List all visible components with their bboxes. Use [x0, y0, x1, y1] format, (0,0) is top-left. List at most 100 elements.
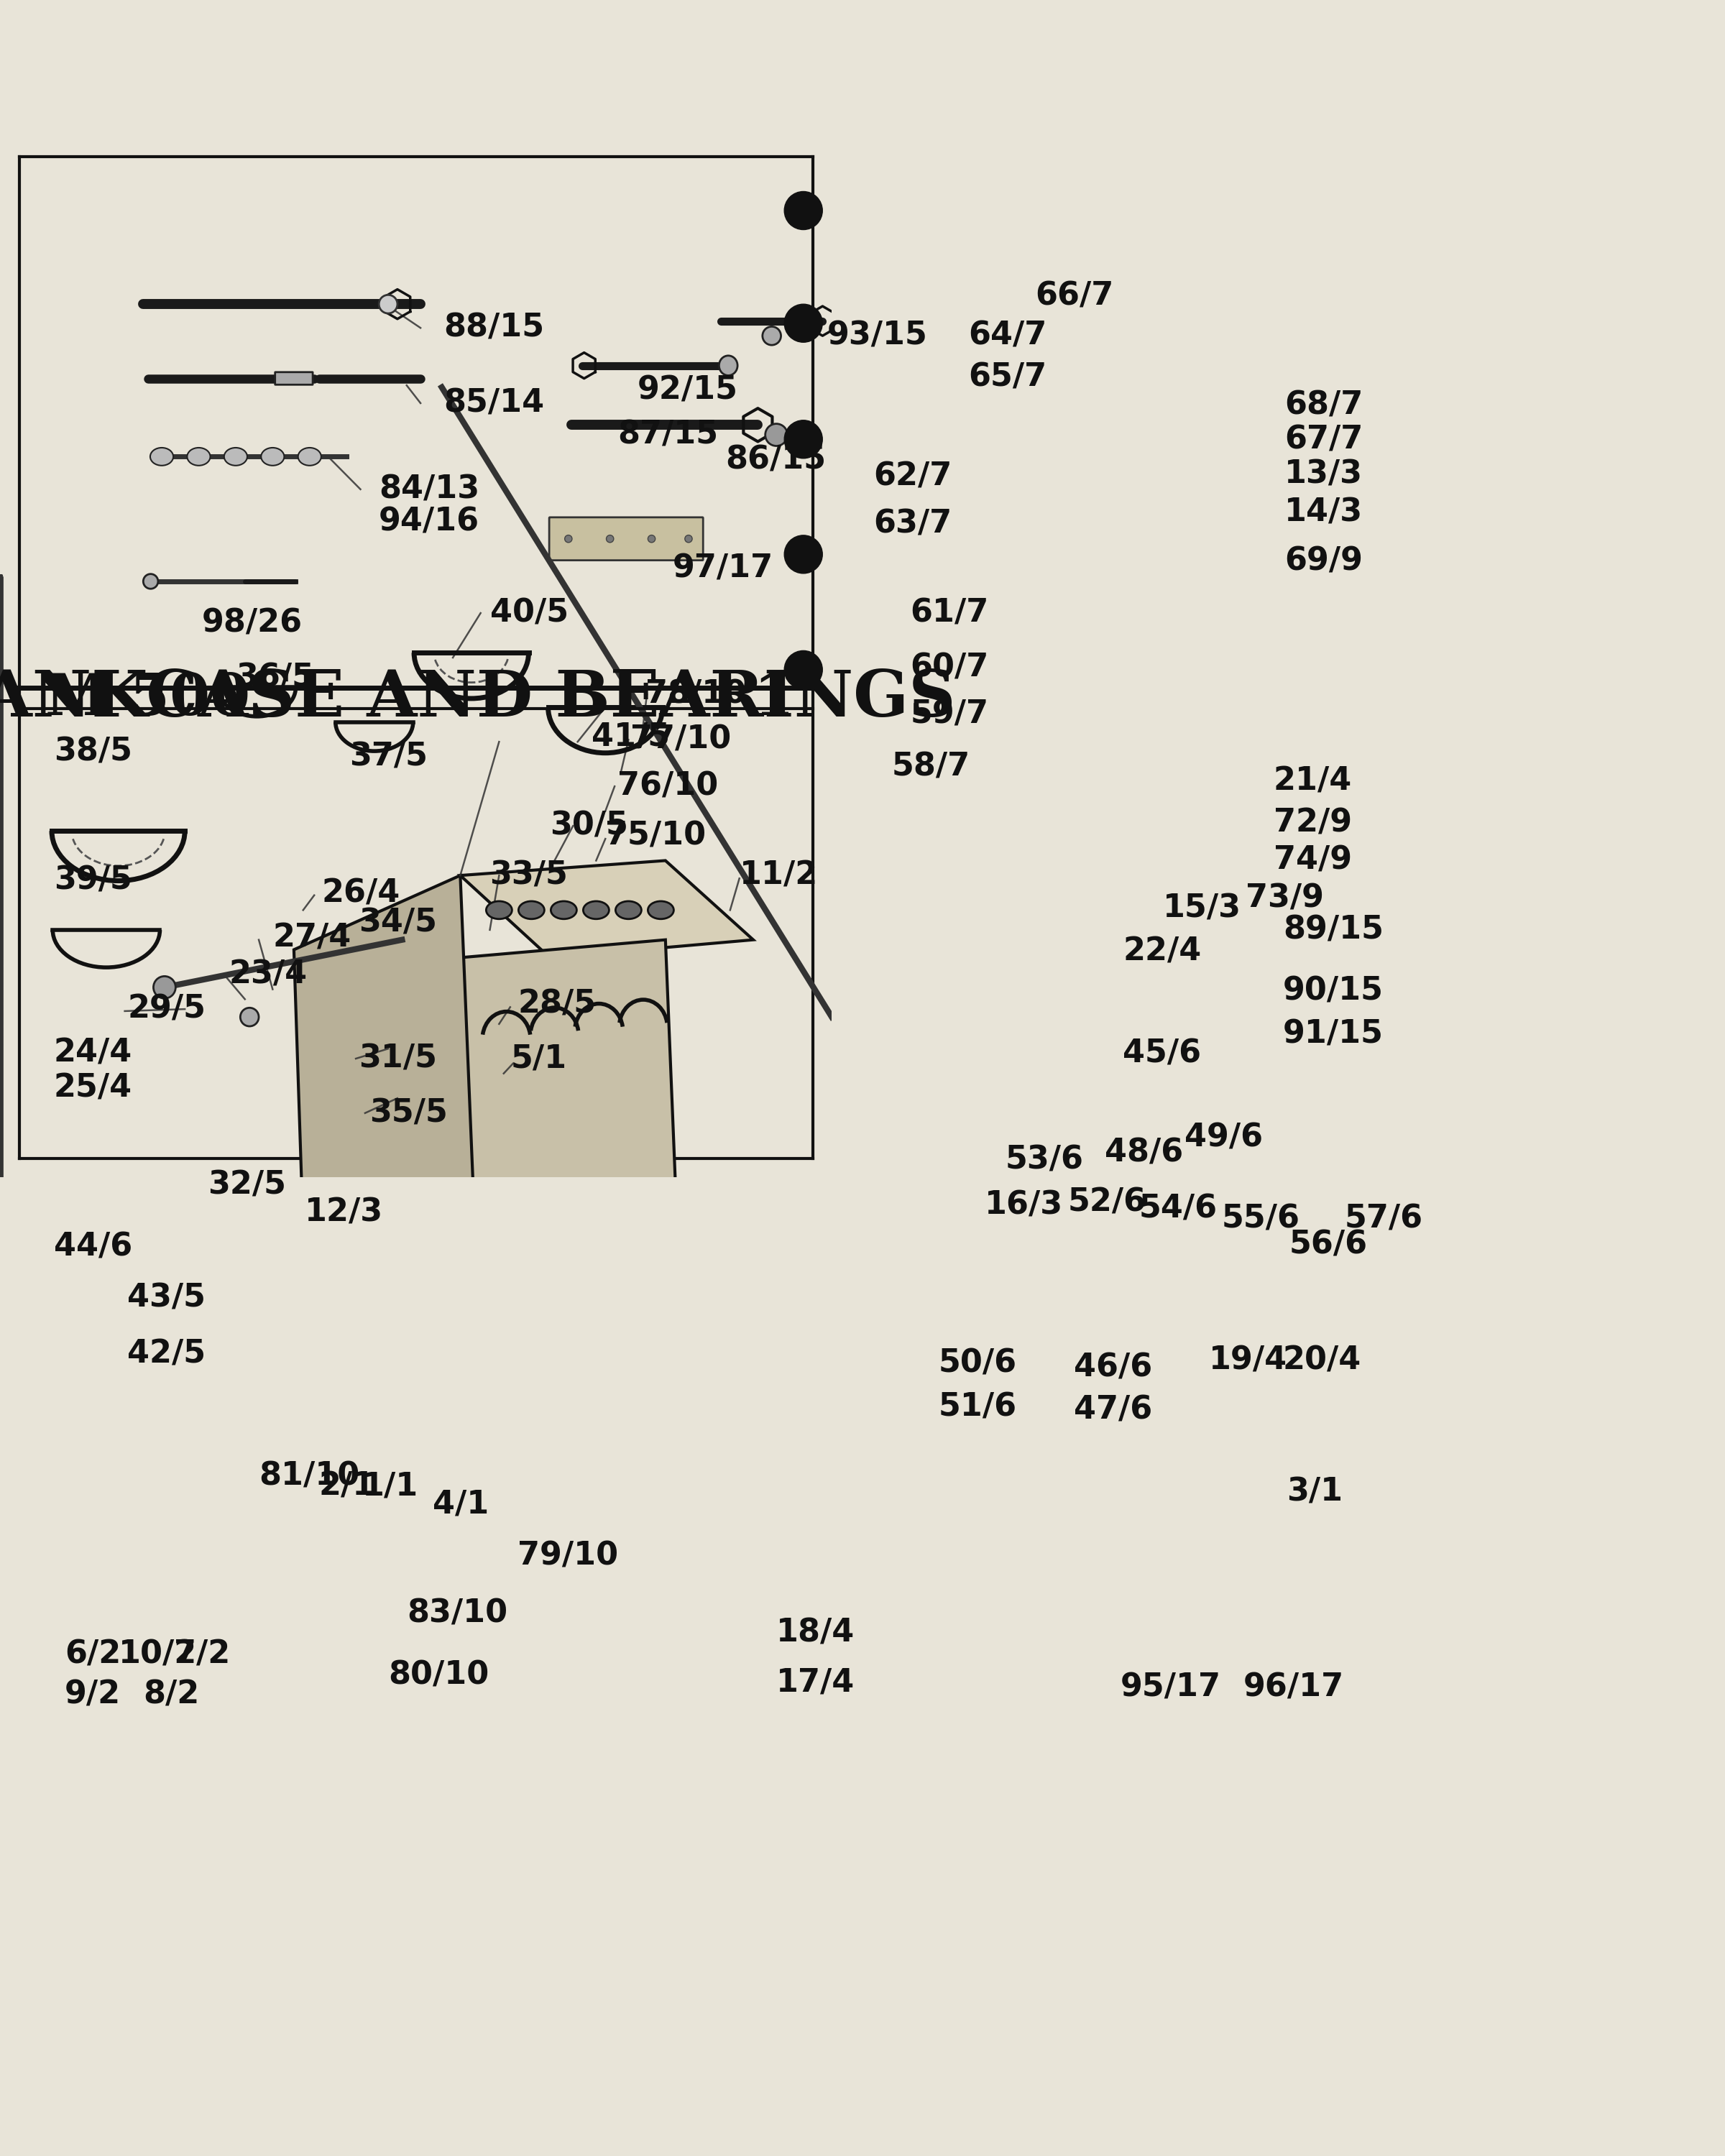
Text: 4/1: 4/1 [433, 1488, 488, 1520]
Text: 25/4: 25/4 [53, 1074, 133, 1104]
Circle shape [1282, 1225, 1309, 1253]
Text: 58/7: 58/7 [892, 750, 969, 783]
Circle shape [380, 295, 397, 313]
Circle shape [937, 438, 966, 468]
Text: 35/5: 35/5 [369, 1097, 448, 1128]
Text: 64/7: 64/7 [968, 321, 1047, 351]
Circle shape [1178, 1039, 1197, 1059]
Circle shape [1159, 1123, 1187, 1151]
Circle shape [605, 535, 614, 543]
Circle shape [975, 1039, 994, 1059]
Text: 80/10: 80/10 [388, 1660, 488, 1690]
Circle shape [828, 1613, 845, 1632]
Text: 61/7: 61/7 [911, 597, 988, 630]
Circle shape [1051, 1177, 1102, 1229]
Circle shape [78, 1315, 110, 1348]
Circle shape [649, 535, 656, 543]
Text: 48/6: 48/6 [1104, 1136, 1183, 1169]
Text: 77/10: 77/10 [630, 724, 731, 755]
Polygon shape [461, 940, 681, 1365]
Text: 79/10: 79/10 [518, 1539, 618, 1572]
Ellipse shape [150, 448, 172, 466]
Circle shape [1042, 1039, 1061, 1059]
Circle shape [1076, 1039, 1095, 1059]
Circle shape [785, 535, 823, 573]
Text: 22/4: 22/4 [1123, 936, 1201, 968]
Ellipse shape [719, 356, 738, 375]
Text: 34/5: 34/5 [359, 908, 436, 938]
Text: M 500: M 500 [45, 671, 250, 727]
Circle shape [1128, 1654, 1137, 1662]
Circle shape [1111, 1039, 1130, 1059]
Circle shape [785, 192, 823, 231]
Circle shape [154, 977, 176, 998]
Text: 5/1: 5/1 [511, 1044, 568, 1074]
Text: 74/9: 74/9 [1273, 845, 1352, 875]
Text: 41/5: 41/5 [592, 722, 669, 752]
Text: 62/7: 62/7 [873, 461, 952, 492]
Ellipse shape [186, 448, 210, 466]
Text: 92/15: 92/15 [638, 375, 738, 405]
Ellipse shape [260, 448, 285, 466]
Circle shape [787, 427, 802, 442]
Text: 81/10: 81/10 [259, 1462, 359, 1492]
Text: 40/5: 40/5 [490, 597, 568, 630]
Text: 66/7: 66/7 [1035, 280, 1114, 313]
Text: 37/5: 37/5 [350, 742, 428, 772]
Text: 21/4: 21/4 [1273, 765, 1352, 798]
Circle shape [785, 420, 823, 459]
Text: 78/10: 78/10 [645, 679, 745, 709]
Text: 1: 1 [754, 671, 794, 727]
Text: 15/3: 15/3 [1163, 893, 1240, 923]
Text: 96/17: 96/17 [1244, 1671, 1344, 1703]
Circle shape [1145, 1110, 1202, 1166]
Text: 75/10: 75/10 [605, 821, 706, 852]
Circle shape [1337, 1654, 1347, 1662]
Text: 59/7: 59/7 [911, 699, 988, 729]
Circle shape [762, 326, 781, 345]
Text: 72/9: 72/9 [1273, 808, 1352, 839]
Text: 24/4: 24/4 [53, 1037, 133, 1067]
Circle shape [928, 323, 1013, 407]
Text: 49/6: 49/6 [1185, 1123, 1263, 1153]
Text: 33/5: 33/5 [490, 860, 568, 890]
Text: 13/3: 13/3 [1285, 459, 1363, 489]
Text: 36/5: 36/5 [236, 662, 314, 692]
Circle shape [785, 651, 823, 688]
Ellipse shape [616, 901, 642, 918]
Text: 43/5: 43/5 [128, 1283, 205, 1313]
Ellipse shape [224, 448, 247, 466]
Text: 56/6: 56/6 [1289, 1229, 1368, 1261]
Text: 46/6: 46/6 [1075, 1352, 1152, 1382]
Text: 6/2: 6/2 [66, 1639, 121, 1671]
Text: 44/6: 44/6 [53, 1231, 133, 1261]
Circle shape [1071, 1112, 1132, 1173]
Text: 57/6: 57/6 [1346, 1203, 1423, 1235]
Text: 91/15: 91/15 [1283, 1018, 1383, 1050]
Text: 26/4: 26/4 [321, 877, 400, 908]
Circle shape [785, 304, 823, 343]
Text: CRANKCASE AND BEARINGS: CRANKCASE AND BEARINGS [0, 668, 956, 731]
Text: 53/6: 53/6 [1006, 1145, 1083, 1175]
Circle shape [942, 317, 999, 373]
Text: 95/17: 95/17 [1120, 1671, 1221, 1703]
Text: 3/1: 3/1 [1287, 1477, 1342, 1507]
Text: 14/3: 14/3 [1285, 496, 1363, 528]
Circle shape [564, 535, 573, 543]
Ellipse shape [583, 901, 609, 918]
Polygon shape [461, 860, 754, 957]
Circle shape [1332, 1194, 1371, 1235]
Text: 87/15: 87/15 [618, 420, 718, 451]
Text: 90/15: 90/15 [1283, 977, 1383, 1007]
Text: 28/5: 28/5 [518, 990, 597, 1020]
Ellipse shape [649, 901, 674, 918]
FancyBboxPatch shape [549, 517, 704, 561]
Text: 19/4: 19/4 [1209, 1345, 1287, 1376]
Text: 73/9: 73/9 [1245, 882, 1325, 914]
Text: 39/5: 39/5 [53, 865, 131, 897]
Text: 29/5: 29/5 [128, 994, 205, 1024]
Text: 31/5: 31/5 [359, 1044, 436, 1074]
Text: 67/7: 67/7 [1285, 425, 1363, 455]
Circle shape [983, 1119, 1042, 1177]
Circle shape [1082, 1654, 1090, 1662]
